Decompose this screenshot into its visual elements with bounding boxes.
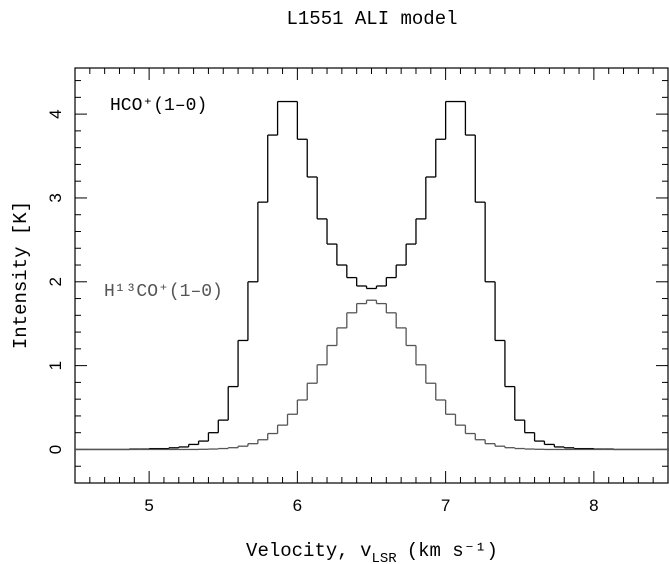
- x-tick-label: 8: [589, 496, 598, 515]
- x-label-unit: (km s⁻¹): [407, 540, 498, 562]
- series: [75, 100, 669, 451]
- series-label: HCO⁺(1–0): [110, 96, 207, 116]
- x-tick-label: 6: [293, 496, 302, 515]
- plot-area: [75, 100, 669, 451]
- series: [75, 299, 669, 451]
- y-tick-label: 3: [46, 193, 65, 202]
- y-axis-label: Intensity [K]: [10, 201, 32, 349]
- y-tick-label: 4: [46, 109, 65, 118]
- series-label: H¹³CO⁺(1–0): [104, 282, 223, 302]
- x-tick-label: 7: [441, 496, 450, 515]
- x-label-text: Velocity, v: [246, 540, 371, 562]
- y-tick-label: 0: [46, 445, 65, 454]
- y-tick-label: 2: [46, 277, 65, 286]
- plot-frame: [74, 67, 669, 484]
- x-label-sub: LSR: [371, 551, 397, 564]
- chart-title: L1551 ALI model: [286, 8, 457, 30]
- x-tick-label: 5: [144, 496, 153, 515]
- y-tick-label: 1: [46, 361, 65, 370]
- x-axis-label: Velocity, vLSR (km s⁻¹): [246, 540, 498, 564]
